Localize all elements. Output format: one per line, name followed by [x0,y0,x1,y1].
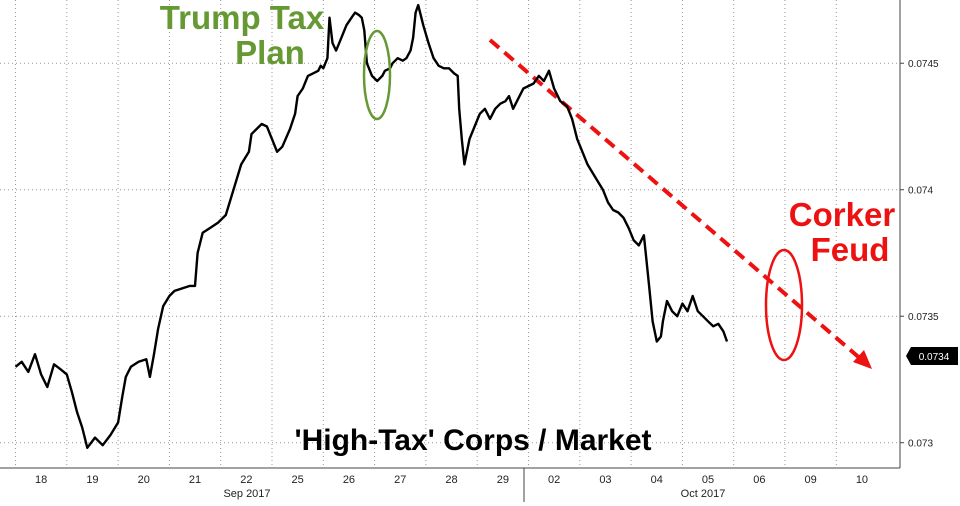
x-tick-label: 20 [138,474,150,486]
y-axis-ticks: 0.073 0.0735 0.074 0.0745 [900,59,939,450]
annotation-feud-line2: Feud [811,231,890,268]
last-value-label: 0.0734 [919,352,950,363]
y-tick-label: 0.074 [908,186,933,197]
annotation-trump-tax-line2: Plan [235,34,305,71]
x-tick-label: 18 [35,474,47,486]
y-tick-label: 0.0735 [908,312,939,323]
corker-feud-highlight-ellipse [764,248,804,362]
x-tick-label: 02 [548,474,560,486]
last-value-marker: 0.0734 [906,347,958,365]
x-tick-label: 28 [445,474,457,486]
x-tick-label: 25 [292,474,304,486]
month-label-sep: Sep 2017 [223,488,270,500]
month-label-oct: Oct 2017 [681,488,726,500]
x-tick-label: 22 [240,474,252,486]
trump-tax-highlight-ellipse [362,29,392,121]
x-tick-label: 26 [343,474,355,486]
trend-arrow [488,38,872,369]
chart-title: 'High-Tax' Corps / Market [294,424,651,457]
y-tick-label: 0.0745 [908,59,939,70]
x-tick-label: 10 [856,474,868,486]
x-tick-label: 29 [497,474,509,486]
x-tick-label: 27 [394,474,406,486]
annotation-trump-tax-line1: Trump Tax [160,0,325,36]
annotation-corker-line1: Corker [789,196,896,233]
x-tick-label: 03 [599,474,611,486]
x-tick-label: 09 [805,474,817,486]
x-axis-ticks: 18 19 20 21 22 25 26 27 28 29 02 03 04 05 06 09 10 [35,474,868,486]
x-tick-label: 19 [86,474,98,486]
x-tick-label: 05 [702,474,714,486]
x-tick-label: 06 [753,474,765,486]
x-tick-label: 04 [651,474,663,486]
y-tick-label: 0.073 [908,439,933,450]
x-tick-label: 21 [189,474,201,486]
series-line [14,3,729,449]
